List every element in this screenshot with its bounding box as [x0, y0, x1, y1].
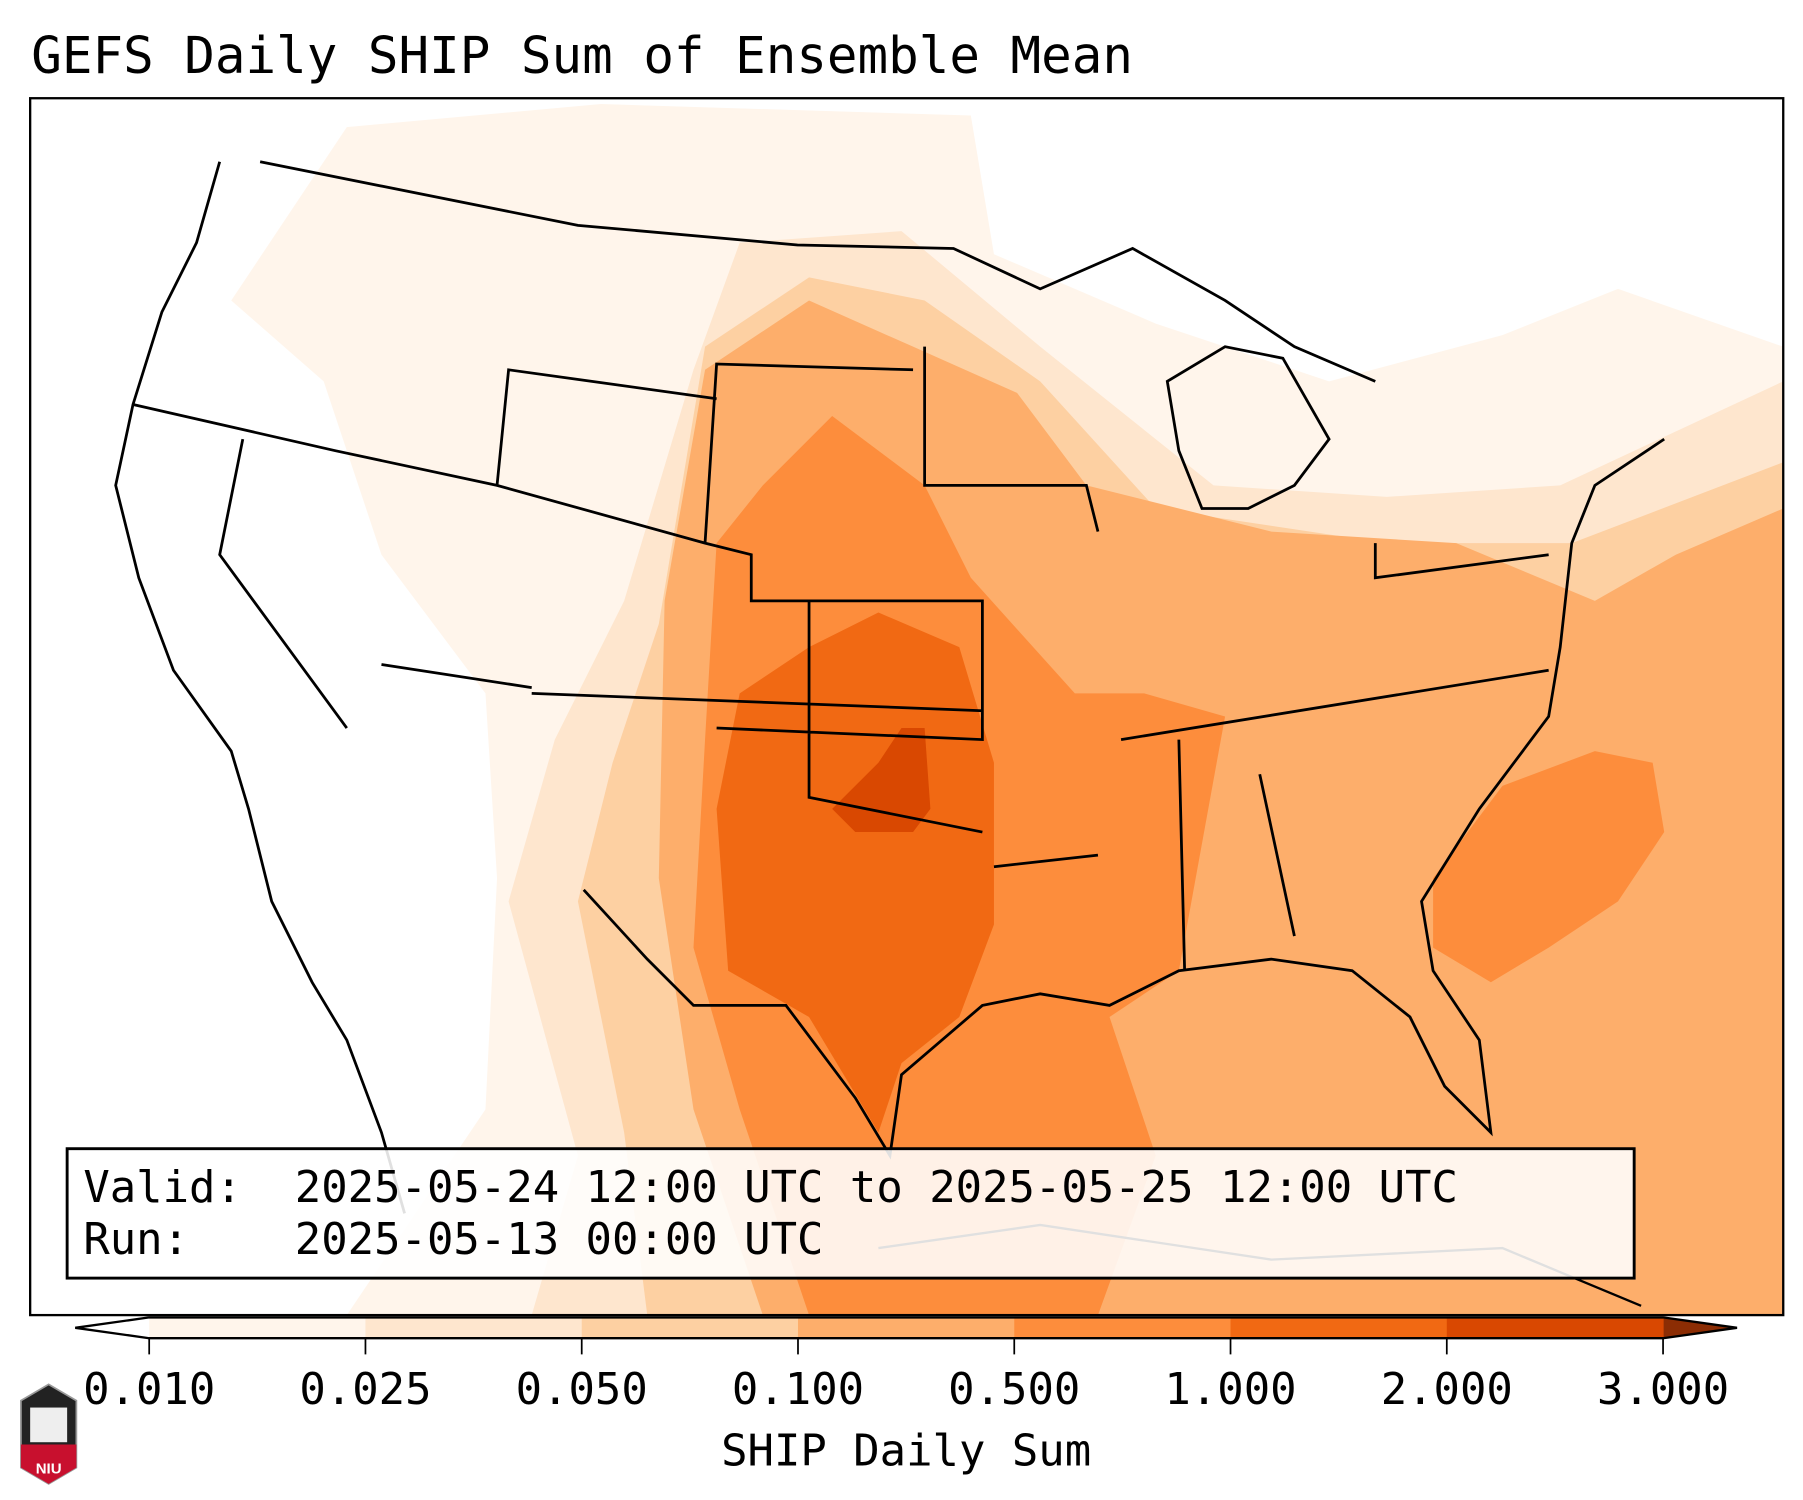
colorbar-tick-label: 0.010 [83, 1364, 215, 1415]
colorbar-over-extension [1663, 1317, 1738, 1339]
valid-label: Valid: [83, 1162, 242, 1213]
run-label: Run: [83, 1214, 189, 1265]
state-lines [132, 346, 1549, 971]
colorbar-bin [149, 1317, 367, 1339]
info-box: Valid: 2025-05-24 12:00 UTC to 2025-05-2… [65, 1147, 1636, 1280]
run-value: 2025-05-13 00:00 UTC [295, 1214, 824, 1265]
map-frame [29, 97, 1785, 1317]
coastline-west [114, 161, 406, 1214]
colorbar-bin [1014, 1317, 1232, 1339]
colorbar-bin [1446, 1317, 1664, 1339]
colorbar: 0.010 0.025 0.050 0.100 0.500 1.000 2.000 3.000 [75, 1316, 1738, 1415]
colorbar-tick-label: 2.000 [1381, 1364, 1513, 1415]
colorbar-tick-label: 1.000 [1164, 1364, 1296, 1415]
us-canada-border [259, 160, 1376, 383]
colorbar-bin [1230, 1317, 1448, 1339]
colorbar-tick-label: 0.100 [732, 1364, 864, 1415]
boundaries [114, 160, 1665, 1214]
colorbar-bin [797, 1317, 1015, 1339]
niu-logo: NIU [20, 1383, 78, 1485]
figure-title: GEFS Daily SHIP Sum of Ensemble Mean [31, 26, 1133, 85]
map-panel: Valid: 2025-05-24 12:00 UTC to 2025-05-2… [29, 97, 1785, 1317]
colorbar-bin [581, 1317, 799, 1339]
colorbar-under-extension [75, 1317, 150, 1339]
colorbar-tick-label: 0.050 [516, 1364, 648, 1415]
colorbar-bin [365, 1317, 583, 1339]
field-0.5-atlantic [1433, 751, 1665, 983]
colorbar-tick-label: 3.000 [1597, 1364, 1729, 1415]
colorbar-tick-label: 0.025 [299, 1364, 431, 1415]
valid-value: 2025-05-24 12:00 UTC to 2025-05-25 12:00… [295, 1162, 1458, 1213]
great-lakes [1165, 345, 1331, 510]
colorbar-tick-label: 0.500 [948, 1364, 1080, 1415]
gulf-coast [582, 437, 1665, 1160]
logo-text: NIU [36, 1460, 62, 1477]
colorbar-label: SHIP Daily Sum [721, 1425, 1091, 1476]
